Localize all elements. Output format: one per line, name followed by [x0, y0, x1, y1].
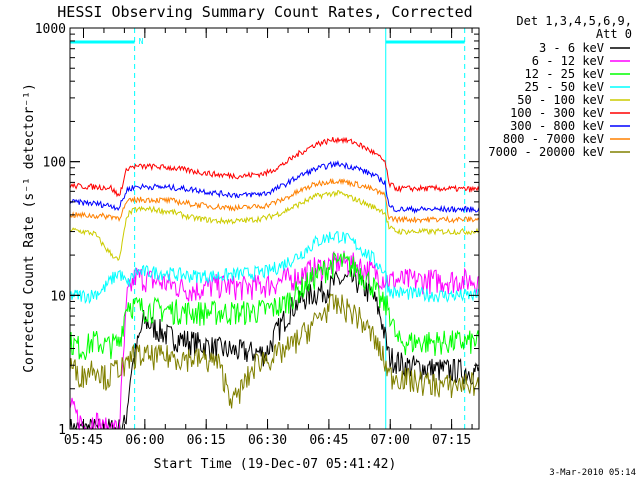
legend-label: 25 - 50 keV: [525, 80, 604, 94]
series-line: [69, 136, 480, 198]
x-tick-label: 07:00: [371, 433, 410, 448]
footer-timestamp: 3-Mar-2010 05:14: [549, 468, 636, 478]
x-tick-label: 06:30: [248, 433, 287, 448]
series-line: [69, 293, 480, 409]
legend-label: 100 - 300 keV: [510, 106, 604, 120]
legend-label: 6 - 12 keV: [532, 54, 604, 68]
series-line: [69, 231, 480, 305]
plot-area: N: [69, 28, 480, 431]
legend-entry: 6 - 12 keV: [532, 54, 630, 68]
legend-label: 12 - 25 keV: [525, 67, 604, 81]
night-marker: N: [69, 28, 144, 429]
x-tick-label: 06:00: [125, 433, 164, 448]
legend-entry: 800 - 7000 keV: [503, 132, 630, 146]
x-tick-label: 05:45: [64, 433, 103, 448]
x-axis-label: Start Time (19-Dec-07 05:41:42): [154, 457, 397, 472]
x-tick-label: 06:15: [187, 433, 226, 448]
y-tick-label: 1: [58, 423, 66, 438]
legend-entry: 300 - 800 keV: [510, 119, 630, 133]
legend-label: 300 - 800 keV: [510, 119, 604, 133]
series-line: [69, 177, 480, 224]
legend-entry: 12 - 25 keV: [525, 67, 630, 81]
y-axis-label: Corrected Count Rate (s⁻¹ detector⁻¹): [22, 83, 37, 373]
y-tick-label: 1000: [35, 22, 66, 37]
series-line: [69, 189, 480, 262]
series-line: [69, 250, 480, 431]
axes: 1 10 100 1000 05:45 06:00 06:15 06:30 06:45 07:00…: [35, 22, 479, 448]
legend-entry: 25 - 50 keV: [525, 80, 630, 94]
legend-header-line-2: Att 0: [596, 27, 632, 41]
legend-label: 50 - 100 keV: [517, 93, 604, 107]
night-label: N: [139, 37, 144, 46]
y-tick-label: 100: [43, 156, 66, 171]
legend-label: 800 - 7000 keV: [503, 132, 604, 146]
plot-frame: [69, 27, 480, 430]
series-line: [69, 160, 480, 214]
x-tick-label: 06:45: [309, 433, 348, 448]
series-line: [69, 251, 480, 361]
y-tick-label: 10: [50, 289, 66, 304]
legend-entry: 7000 - 20000 keV: [488, 145, 630, 159]
legend-entry: 50 - 100 keV: [517, 93, 630, 107]
x-tick-label: 07:15: [432, 433, 471, 448]
legend-entry: 3 - 6 keV: [539, 41, 630, 55]
legend-entry: 100 - 300 keV: [510, 106, 630, 120]
legend-label: 7000 - 20000 keV: [488, 145, 604, 159]
legend-label: 3 - 6 keV: [539, 41, 604, 55]
chart-title: HESSI Observing Summary Count Rates, Cor…: [57, 3, 472, 21]
legend-header-line-1: Det 1,3,4,5,6,9,: [516, 14, 632, 28]
